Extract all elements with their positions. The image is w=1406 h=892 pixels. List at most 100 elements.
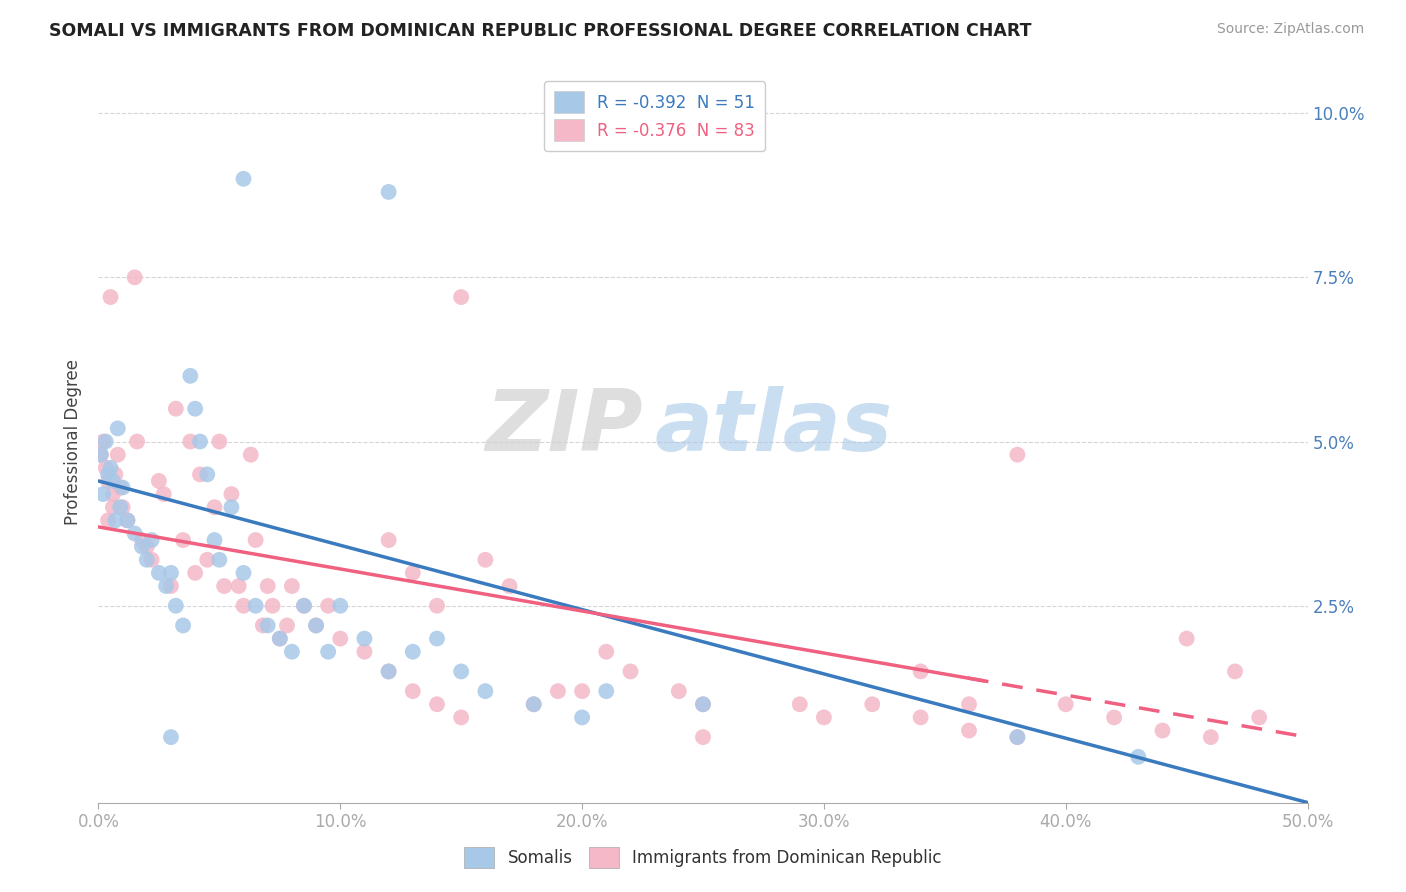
- Point: [188, 467, 211, 482]
- Point: [619, 665, 641, 679]
- Point: [100, 290, 122, 304]
- Point: [789, 698, 811, 712]
- Point: [269, 632, 291, 646]
- Legend: R = -0.392  N = 51, R = -0.376  N = 83: R = -0.392 N = 51, R = -0.376 N = 83: [544, 81, 765, 151]
- Point: [97, 513, 120, 527]
- Point: [474, 553, 496, 567]
- Point: [276, 618, 298, 632]
- Point: [172, 618, 194, 632]
- Point: [195, 553, 218, 567]
- Point: [160, 566, 183, 580]
- Point: [256, 618, 278, 632]
- Point: [148, 566, 170, 580]
- Point: [571, 710, 593, 724]
- Point: [155, 579, 177, 593]
- Point: [90, 448, 112, 462]
- Point: [94, 434, 117, 449]
- Point: [1249, 710, 1271, 724]
- Point: [108, 481, 131, 495]
- Point: [141, 533, 163, 547]
- Point: [245, 533, 267, 547]
- Point: [450, 665, 472, 679]
- Point: [353, 632, 375, 646]
- Point: [262, 599, 284, 613]
- Point: [595, 684, 617, 698]
- Point: [692, 698, 714, 712]
- Point: [101, 474, 124, 488]
- Point: [124, 526, 146, 541]
- Point: [571, 684, 593, 698]
- Point: [179, 434, 201, 449]
- Y-axis label: Professional Degree: Professional Degree: [65, 359, 83, 524]
- Point: [228, 579, 250, 593]
- Point: [208, 434, 231, 449]
- Point: [232, 171, 254, 186]
- Point: [305, 618, 328, 632]
- Point: [668, 684, 690, 698]
- Point: [1007, 730, 1029, 744]
- Point: [377, 665, 399, 679]
- Point: [135, 553, 157, 567]
- Point: [256, 579, 278, 593]
- Point: [1223, 665, 1246, 679]
- Point: [329, 599, 352, 613]
- Point: [104, 467, 127, 482]
- Point: [1007, 730, 1029, 744]
- Point: [188, 434, 211, 449]
- Point: [1199, 730, 1222, 744]
- Point: [281, 645, 304, 659]
- Point: [221, 500, 243, 515]
- Point: [90, 448, 112, 462]
- Point: [131, 533, 153, 547]
- Point: [152, 487, 174, 501]
- Point: [910, 665, 932, 679]
- Text: SOMALI VS IMMIGRANTS FROM DOMINICAN REPUBLIC PROFESSIONAL DEGREE CORRELATION CHA: SOMALI VS IMMIGRANTS FROM DOMINICAN REPU…: [49, 22, 1032, 40]
- Point: [329, 632, 352, 646]
- Point: [692, 698, 714, 712]
- Legend: Somalis, Immigrants from Dominican Republic: Somalis, Immigrants from Dominican Repub…: [457, 840, 949, 875]
- Point: [692, 730, 714, 744]
- Point: [221, 487, 243, 501]
- Point: [281, 579, 304, 593]
- Point: [100, 460, 122, 475]
- Point: [108, 500, 131, 515]
- Point: [172, 533, 194, 547]
- Point: [101, 500, 124, 515]
- Point: [117, 513, 139, 527]
- Point: [1054, 698, 1077, 712]
- Point: [107, 421, 129, 435]
- Point: [127, 434, 149, 449]
- Point: [316, 599, 339, 613]
- Point: [402, 645, 425, 659]
- Text: atlas: atlas: [655, 385, 893, 468]
- Point: [860, 698, 883, 712]
- Point: [252, 618, 274, 632]
- Point: [204, 500, 226, 515]
- Point: [523, 698, 546, 712]
- Point: [547, 684, 569, 698]
- Point: [426, 599, 449, 613]
- Point: [426, 632, 449, 646]
- Point: [1152, 723, 1174, 738]
- Point: [957, 698, 980, 712]
- Point: [165, 401, 187, 416]
- Point: [910, 710, 932, 724]
- Point: [239, 448, 262, 462]
- Point: [426, 698, 449, 712]
- Point: [523, 698, 546, 712]
- Point: [148, 474, 170, 488]
- Point: [184, 566, 207, 580]
- Point: [316, 645, 339, 659]
- Point: [101, 487, 124, 501]
- Point: [957, 723, 980, 738]
- Point: [141, 553, 163, 567]
- Point: [1175, 632, 1198, 646]
- Point: [377, 665, 399, 679]
- Point: [377, 185, 399, 199]
- Text: Source: ZipAtlas.com: Source: ZipAtlas.com: [1216, 22, 1364, 37]
- Point: [135, 540, 157, 554]
- Point: [474, 684, 496, 698]
- Point: [104, 513, 127, 527]
- Point: [1128, 749, 1150, 764]
- Point: [111, 481, 134, 495]
